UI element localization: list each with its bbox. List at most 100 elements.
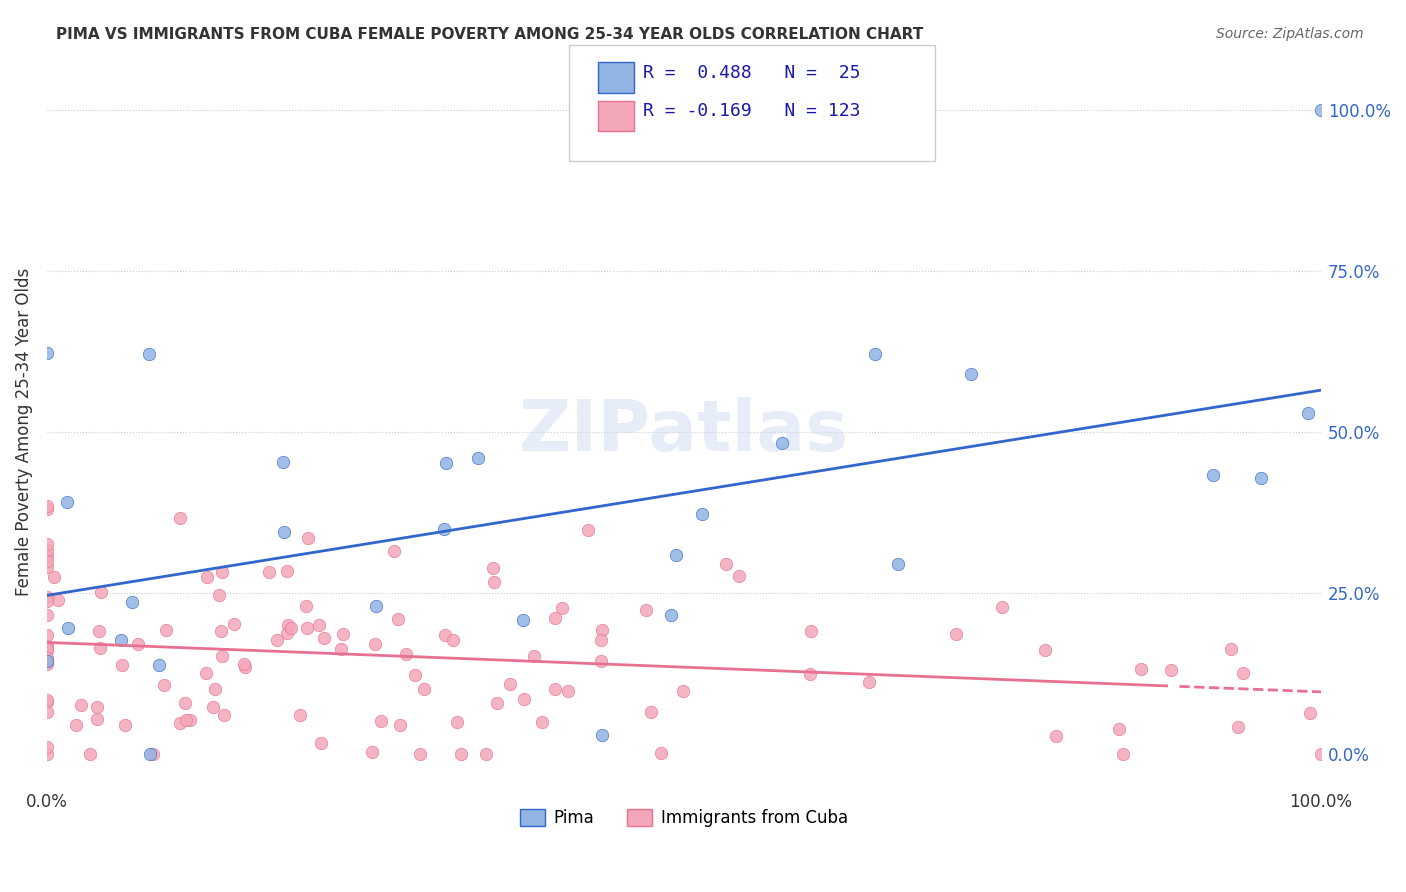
Immigrants from Cuba	[212, 707, 235, 722]
Immigrants from Cuba	[35, 739, 58, 754]
Immigrants from Cuba	[35, 560, 58, 574]
Pima	[110, 633, 132, 648]
Immigrants from Cuba	[174, 696, 197, 710]
Immigrants from Cuba	[204, 682, 226, 697]
Immigrants from Cuba	[1045, 729, 1067, 743]
Immigrants from Cuba	[35, 692, 58, 706]
Immigrants from Cuba	[557, 683, 579, 698]
Immigrants from Cuba	[276, 625, 298, 640]
Pima	[591, 728, 613, 742]
Pima	[887, 557, 910, 571]
Immigrants from Cuba	[945, 627, 967, 641]
Immigrants from Cuba	[1112, 747, 1135, 761]
Immigrants from Cuba	[35, 543, 58, 558]
Immigrants from Cuba	[441, 633, 464, 648]
Immigrants from Cuba	[409, 747, 432, 761]
Immigrants from Cuba	[35, 594, 58, 608]
Immigrants from Cuba	[35, 747, 58, 761]
Immigrants from Cuba	[308, 618, 330, 632]
Pima	[35, 654, 58, 668]
Immigrants from Cuba	[311, 736, 333, 750]
Pima	[690, 507, 713, 521]
Immigrants from Cuba	[169, 715, 191, 730]
Pima	[139, 747, 162, 761]
Pima	[512, 613, 534, 627]
Text: R =  0.488   N =  25: R = 0.488 N = 25	[643, 64, 860, 82]
Immigrants from Cuba	[499, 677, 522, 691]
Immigrants from Cuba	[89, 641, 111, 656]
Immigrants from Cuba	[111, 657, 134, 672]
Immigrants from Cuba	[65, 718, 87, 732]
Immigrants from Cuba	[544, 611, 567, 625]
Immigrants from Cuba	[361, 745, 384, 759]
Immigrants from Cuba	[544, 681, 567, 696]
Immigrants from Cuba	[513, 691, 536, 706]
Immigrants from Cuba	[531, 715, 554, 730]
Immigrants from Cuba	[297, 532, 319, 546]
Immigrants from Cuba	[395, 648, 418, 662]
Y-axis label: Female Poverty Among 25-34 Year Olds: Female Poverty Among 25-34 Year Olds	[15, 268, 32, 596]
Immigrants from Cuba	[640, 705, 662, 719]
Immigrants from Cuba	[382, 544, 405, 558]
Immigrants from Cuba	[86, 712, 108, 726]
Immigrants from Cuba	[127, 637, 149, 651]
Pima	[770, 435, 793, 450]
Immigrants from Cuba	[446, 714, 468, 729]
Immigrants from Cuba	[79, 747, 101, 761]
Immigrants from Cuba	[211, 624, 233, 638]
Immigrants from Cuba	[1220, 642, 1243, 657]
Immigrants from Cuba	[35, 695, 58, 709]
Immigrants from Cuba	[634, 603, 657, 617]
Immigrants from Cuba	[90, 585, 112, 599]
Pima	[1310, 103, 1333, 117]
Immigrants from Cuba	[201, 700, 224, 714]
Immigrants from Cuba	[295, 599, 318, 613]
Pima	[35, 346, 58, 360]
Immigrants from Cuba	[277, 618, 299, 632]
Immigrants from Cuba	[35, 549, 58, 563]
Text: ZIPatlas: ZIPatlas	[519, 397, 849, 467]
Pima	[1202, 467, 1225, 482]
Immigrants from Cuba	[312, 631, 335, 645]
Immigrants from Cuba	[1299, 706, 1322, 720]
Immigrants from Cuba	[1232, 665, 1254, 680]
Immigrants from Cuba	[728, 569, 751, 583]
Immigrants from Cuba	[672, 684, 695, 698]
Immigrants from Cuba	[387, 612, 409, 626]
Immigrants from Cuba	[1130, 662, 1153, 676]
Immigrants from Cuba	[1227, 720, 1250, 734]
Immigrants from Cuba	[276, 564, 298, 578]
Pima	[467, 450, 489, 465]
Immigrants from Cuba	[591, 632, 613, 647]
Immigrants from Cuba	[800, 624, 823, 639]
Pima	[121, 595, 143, 609]
Immigrants from Cuba	[35, 643, 58, 657]
Pima	[56, 621, 79, 635]
Immigrants from Cuba	[482, 575, 505, 590]
Pima	[960, 367, 983, 381]
Immigrants from Cuba	[35, 501, 58, 516]
Immigrants from Cuba	[114, 718, 136, 732]
Immigrants from Cuba	[1160, 663, 1182, 677]
Immigrants from Cuba	[35, 537, 58, 551]
Immigrants from Cuba	[576, 523, 599, 537]
Legend: Pima, Immigrants from Cuba: Pima, Immigrants from Cuba	[513, 803, 855, 834]
Pima	[148, 658, 170, 673]
Immigrants from Cuba	[142, 747, 165, 761]
Immigrants from Cuba	[433, 628, 456, 642]
Immigrants from Cuba	[35, 655, 58, 669]
Immigrants from Cuba	[35, 640, 58, 655]
Immigrants from Cuba	[155, 624, 177, 638]
Immigrants from Cuba	[990, 599, 1012, 614]
Immigrants from Cuba	[176, 713, 198, 727]
Immigrants from Cuba	[716, 558, 738, 572]
Immigrants from Cuba	[280, 621, 302, 635]
Immigrants from Cuba	[46, 593, 69, 607]
Immigrants from Cuba	[169, 511, 191, 525]
Immigrants from Cuba	[35, 608, 58, 623]
Pima	[665, 548, 688, 562]
Pima	[56, 495, 79, 509]
Immigrants from Cuba	[404, 668, 426, 682]
Immigrants from Cuba	[591, 654, 613, 668]
Immigrants from Cuba	[332, 627, 354, 641]
